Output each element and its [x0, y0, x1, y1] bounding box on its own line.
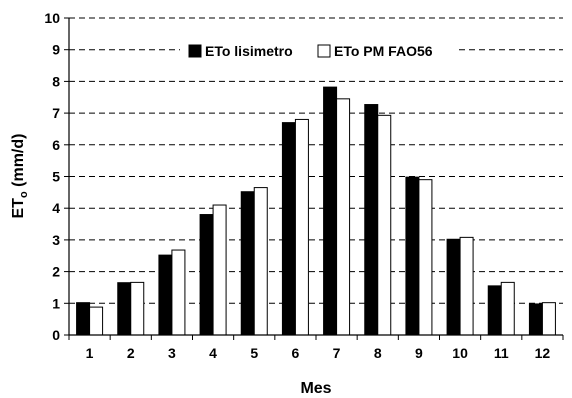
y-axis-title: ETo (mm/d): [10, 134, 30, 219]
axes: [64, 17, 564, 340]
y-tick-label: 8: [52, 73, 60, 89]
x-tick-label: 12: [535, 345, 551, 361]
bar-lisimetro-11: [487, 285, 502, 336]
y-tick-label: 5: [52, 169, 60, 185]
y-tick-labels: 0 1 2 3 4 5 6 7 8 9 10: [44, 10, 60, 343]
bar-lisimetro-1: [76, 302, 91, 336]
bar-pm-fao56-11: [500, 281, 515, 336]
y-tick-label: 0: [52, 327, 60, 343]
y-tick-label: 2: [52, 264, 60, 280]
bar-pm-fao56-7: [336, 98, 351, 336]
x-tick-label: 11: [494, 345, 509, 361]
bar-pm-fao56-2: [130, 281, 145, 336]
legend-swatch-lisimetro: [188, 44, 202, 58]
x-tick-label: 3: [168, 345, 176, 361]
bar-pm-fao56-8: [377, 114, 392, 336]
y-tick-label: 3: [52, 232, 60, 248]
legend-swatch-pm-fao56: [317, 44, 331, 58]
bar-pm-fao56-3: [171, 249, 186, 336]
y-tick-label: 10: [44, 10, 60, 26]
y-tick-label: 6: [52, 137, 60, 153]
bar-lisimetro-9: [405, 176, 420, 336]
bar-lisimetro-6: [281, 122, 296, 336]
x-tick-label: 9: [415, 345, 423, 361]
y-tick-label: 1: [52, 295, 60, 311]
bar-lisimetro-12: [528, 303, 543, 336]
legend-label-pm-fao56: ETo PM FAO56: [334, 43, 433, 59]
x-tick-labels: 1 2 3 4 5 6 7 8 9 10 11 12: [86, 345, 551, 361]
y-tick-label: 4: [52, 200, 60, 216]
bar-pm-fao56-9: [418, 179, 433, 336]
gridlines: [69, 17, 563, 304]
x-tick-label: 2: [127, 345, 135, 361]
legend-label-lisimetro: ETo lisimetro: [205, 43, 293, 59]
x-tick-label: 1: [86, 345, 94, 361]
y-tick-label: 7: [52, 105, 60, 121]
x-tick-label: 5: [250, 345, 258, 361]
bar-lisimetro-5: [240, 191, 255, 336]
x-axis-title: Mes: [300, 380, 331, 397]
bar-pm-fao56-4: [212, 204, 227, 336]
bar-lisimetro-7: [323, 86, 338, 336]
bar-pm-fao56-10: [459, 236, 474, 336]
bar-lisimetro-4: [199, 214, 214, 336]
x-tick-label: 4: [209, 345, 217, 361]
x-tick-label: 10: [452, 345, 468, 361]
x-tick-label: 7: [333, 345, 341, 361]
bar-pm-fao56-6: [294, 118, 309, 336]
bar-lisimetro-10: [446, 238, 461, 336]
y-tick-label: 9: [52, 42, 60, 58]
bar-pm-fao56-1: [89, 306, 104, 336]
bar-lisimetro-8: [364, 104, 379, 336]
bars: [76, 86, 556, 336]
legend: ETo lisimetro ETo PM FAO56: [180, 38, 456, 66]
x-tick-label: 6: [292, 345, 300, 361]
bar-pm-fao56-12: [541, 302, 556, 336]
x-tick-label: 8: [374, 345, 382, 361]
bar-lisimetro-2: [117, 282, 132, 336]
bar-pm-fao56-5: [253, 187, 268, 336]
bar-lisimetro-3: [158, 254, 173, 336]
